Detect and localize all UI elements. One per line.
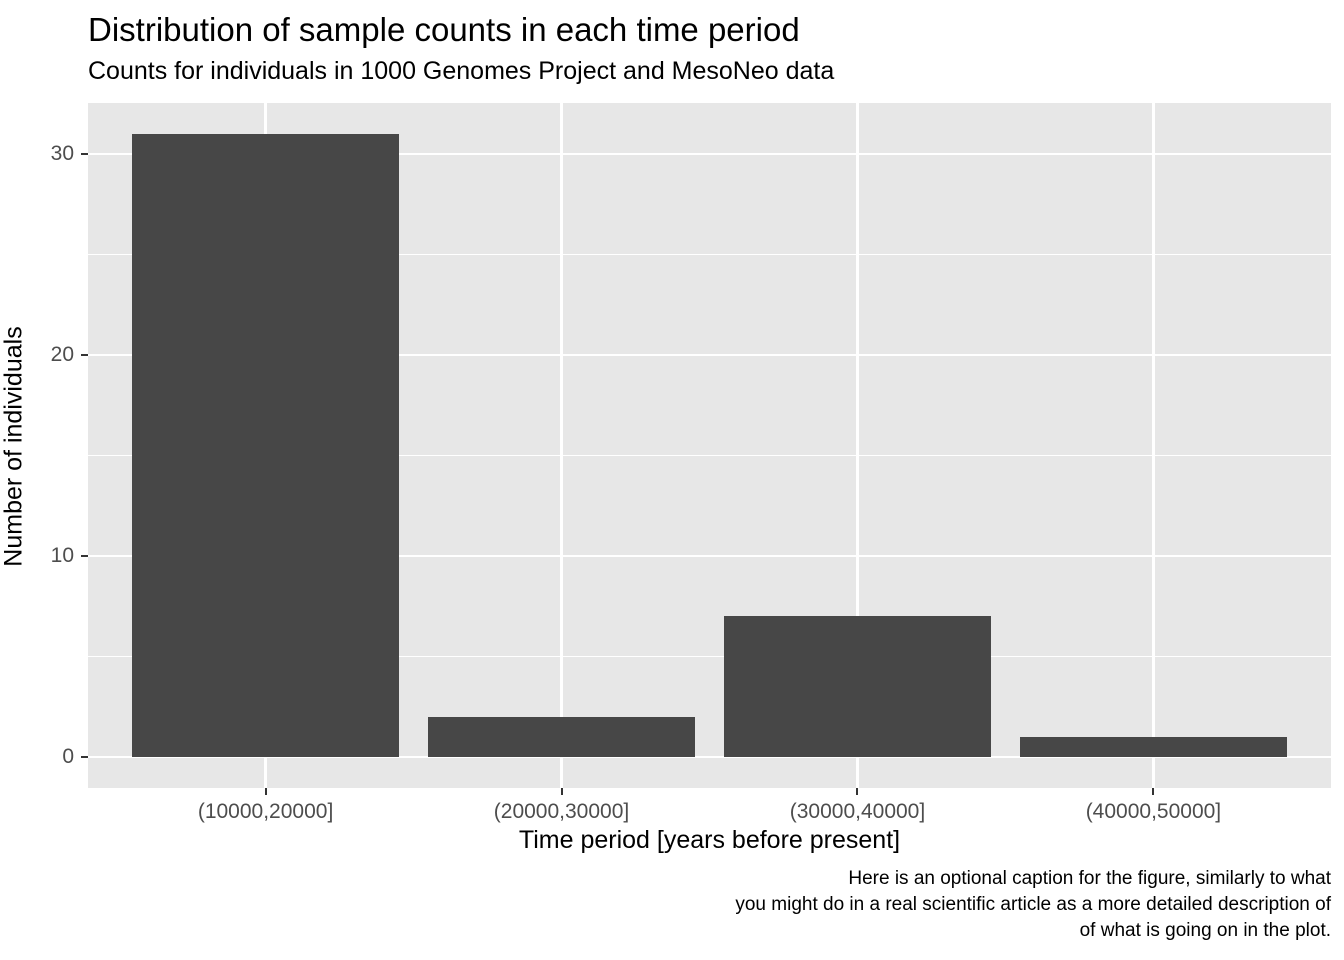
bar xyxy=(428,716,695,757)
x-gridline-major xyxy=(560,103,563,788)
y-tick-mark xyxy=(81,554,88,557)
y-tick-mark xyxy=(81,153,88,156)
y-tick-label: 20 xyxy=(50,343,74,367)
y-gridline-major xyxy=(88,353,1331,357)
y-tick-label: 30 xyxy=(50,142,74,166)
x-axis-title: Time period [years before present] xyxy=(518,826,901,854)
bar xyxy=(724,616,991,757)
x-gridline-major xyxy=(1152,103,1155,788)
x-tick-label: (40000,50000] xyxy=(1085,800,1222,823)
bar xyxy=(132,134,399,757)
y-gridline-major xyxy=(88,755,1331,759)
caption-line: of what is going on in the plot. xyxy=(1079,920,1331,941)
caption-line: you might do in a real scientific articl… xyxy=(735,894,1331,915)
caption-line: Here is an optional caption for the figu… xyxy=(848,868,1331,889)
x-tick-label: (10000,20000] xyxy=(197,800,334,823)
x-tick-label: (30000,40000] xyxy=(789,800,926,823)
y-tick-label: 0 xyxy=(62,744,74,768)
bar xyxy=(1020,736,1287,757)
y-gridline-minor xyxy=(88,655,1331,658)
y-gridline-minor xyxy=(88,454,1331,457)
x-gridline-major xyxy=(856,103,859,788)
x-tick-mark xyxy=(264,788,267,795)
y-gridline-minor xyxy=(88,254,1331,256)
plot-panel: 0 10 20 30 (10000,20000] (20000,30000] (30000,… xyxy=(51,103,1331,823)
caption: Here is an optional caption for the figu… xyxy=(571,866,1331,944)
y-tick-label: 10 xyxy=(50,543,74,567)
y-tick-mark xyxy=(81,755,88,758)
y-tick-mark xyxy=(81,354,88,357)
x-tick-mark xyxy=(560,788,563,795)
plot-title: Distribution of sample counts in each ti… xyxy=(88,11,800,48)
x-tick-mark xyxy=(1152,788,1155,795)
x-tick-label: (20000,30000] xyxy=(493,800,630,823)
plot-subtitle: Counts for individuals in 1000 Genomes P… xyxy=(88,57,835,85)
x-tick-mark xyxy=(856,788,859,795)
y-gridline-major xyxy=(88,153,1331,156)
y-gridline-major xyxy=(88,554,1331,558)
y-axis-title: Number of individuals xyxy=(0,326,28,567)
